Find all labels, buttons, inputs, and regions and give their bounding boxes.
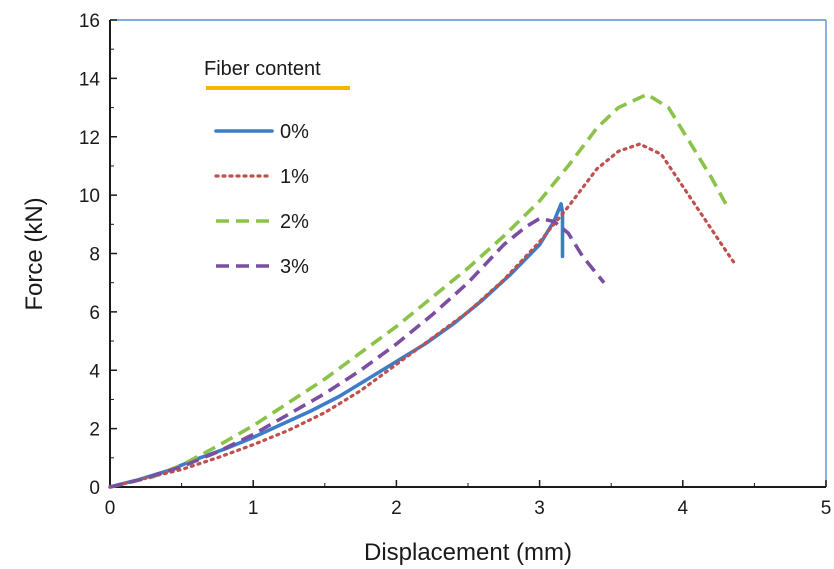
y-tick-label: 14: [79, 69, 101, 90]
y-tick-label: 16: [79, 11, 100, 32]
series-layer: [108, 92, 738, 489]
y-tick-label: 10: [79, 186, 100, 207]
y-tick-label: 0: [89, 478, 100, 499]
x-axis-ticks: 0 1 2 3 4 5: [105, 480, 832, 519]
legend-entries: 0% 1% 2% 3%: [214, 121, 309, 278]
legend-label-3pct: 3%: [280, 256, 309, 278]
y-tick-label: 8: [89, 245, 100, 266]
x-tick-label: 3: [534, 498, 545, 519]
x-tick-label: 0: [105, 498, 116, 519]
legend-label-0pct: 0%: [280, 121, 309, 143]
legend-title: Fiber content: [204, 58, 321, 80]
legend-label-1pct: 1%: [280, 166, 309, 188]
x-tick-label: 5: [821, 498, 832, 519]
series-line-0pct: [108, 202, 565, 489]
x-tick-label: 4: [678, 498, 689, 519]
x-axis-label: Displacement (mm): [364, 539, 572, 566]
x-tick-label: 2: [391, 498, 402, 519]
y-tick-label: 2: [89, 420, 100, 441]
y-axis-ticks: 0 2 4 6 8 10 12 14 16: [79, 11, 117, 499]
y-tick-label: 6: [89, 303, 100, 324]
plot-frame: [109, 19, 827, 488]
series-line-3pct: [109, 216, 606, 489]
y-tick-label: 12: [79, 128, 100, 149]
series-line-2pct: [109, 92, 728, 489]
y-axis-label: Force (kN): [21, 197, 48, 310]
y-tick-label: 4: [89, 361, 100, 382]
series-line-1pct: [108, 142, 738, 489]
legend: Fiber content 0% 1% 2% 3%: [204, 58, 350, 278]
x-tick-label: 1: [248, 498, 259, 519]
legend-label-2pct: 2%: [280, 211, 309, 233]
